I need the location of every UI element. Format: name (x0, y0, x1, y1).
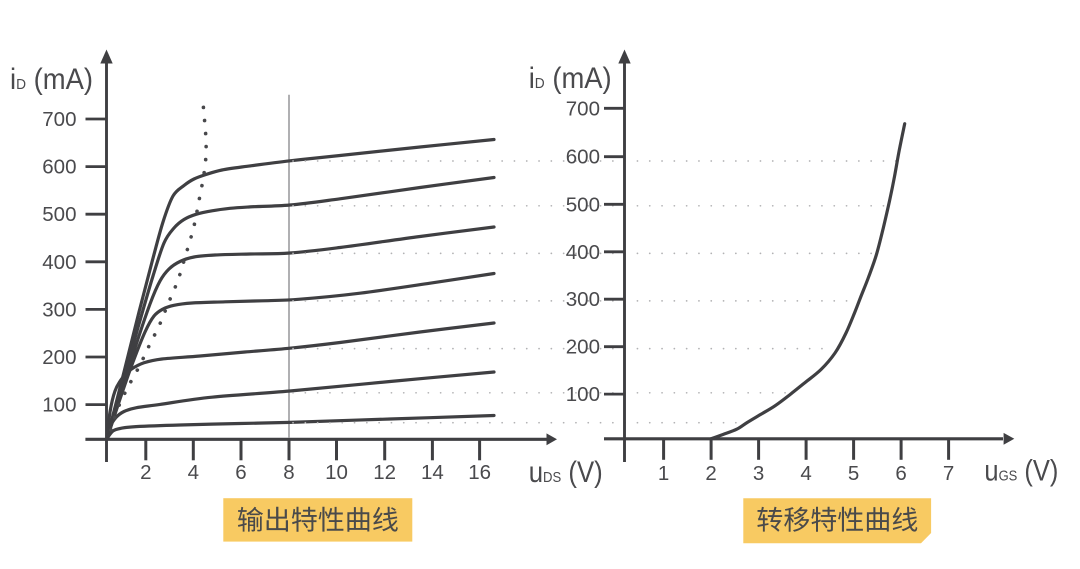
svg-text:700: 700 (42, 108, 76, 131)
svg-text:2: 2 (140, 461, 151, 484)
svg-text:12: 12 (373, 461, 396, 484)
svg-text:200: 200 (566, 336, 600, 359)
svg-text:300: 300 (42, 298, 76, 321)
svg-text:100: 100 (42, 394, 76, 417)
svg-text:6: 6 (235, 461, 246, 484)
svg-text:500: 500 (566, 193, 600, 216)
svg-text:iD (mA): iD (mA) (10, 63, 93, 96)
svg-text:4: 4 (188, 461, 199, 484)
svg-text:5: 5 (848, 462, 859, 485)
svg-text:2: 2 (705, 462, 716, 485)
svg-text:1: 1 (658, 462, 669, 485)
svg-text:300: 300 (566, 288, 600, 311)
svg-text:uDS (V): uDS (V) (529, 456, 603, 489)
svg-text:10: 10 (325, 461, 348, 484)
svg-text:3: 3 (753, 462, 764, 485)
svg-text:7: 7 (943, 462, 954, 485)
svg-text:16: 16 (468, 461, 491, 484)
svg-text:4: 4 (800, 462, 811, 485)
svg-text:600: 600 (566, 146, 600, 169)
svg-text:200: 200 (42, 346, 76, 369)
svg-text:700: 700 (566, 97, 600, 120)
svg-text:14: 14 (421, 461, 444, 484)
svg-text:400: 400 (42, 251, 76, 274)
svg-text:400: 400 (566, 241, 600, 264)
svg-text:uGS (V): uGS (V) (984, 455, 1058, 488)
svg-text:8: 8 (283, 461, 294, 484)
svg-text:6: 6 (895, 462, 906, 485)
svg-text:600: 600 (42, 156, 76, 179)
svg-text:100: 100 (566, 383, 600, 406)
svg-text:500: 500 (42, 203, 76, 226)
